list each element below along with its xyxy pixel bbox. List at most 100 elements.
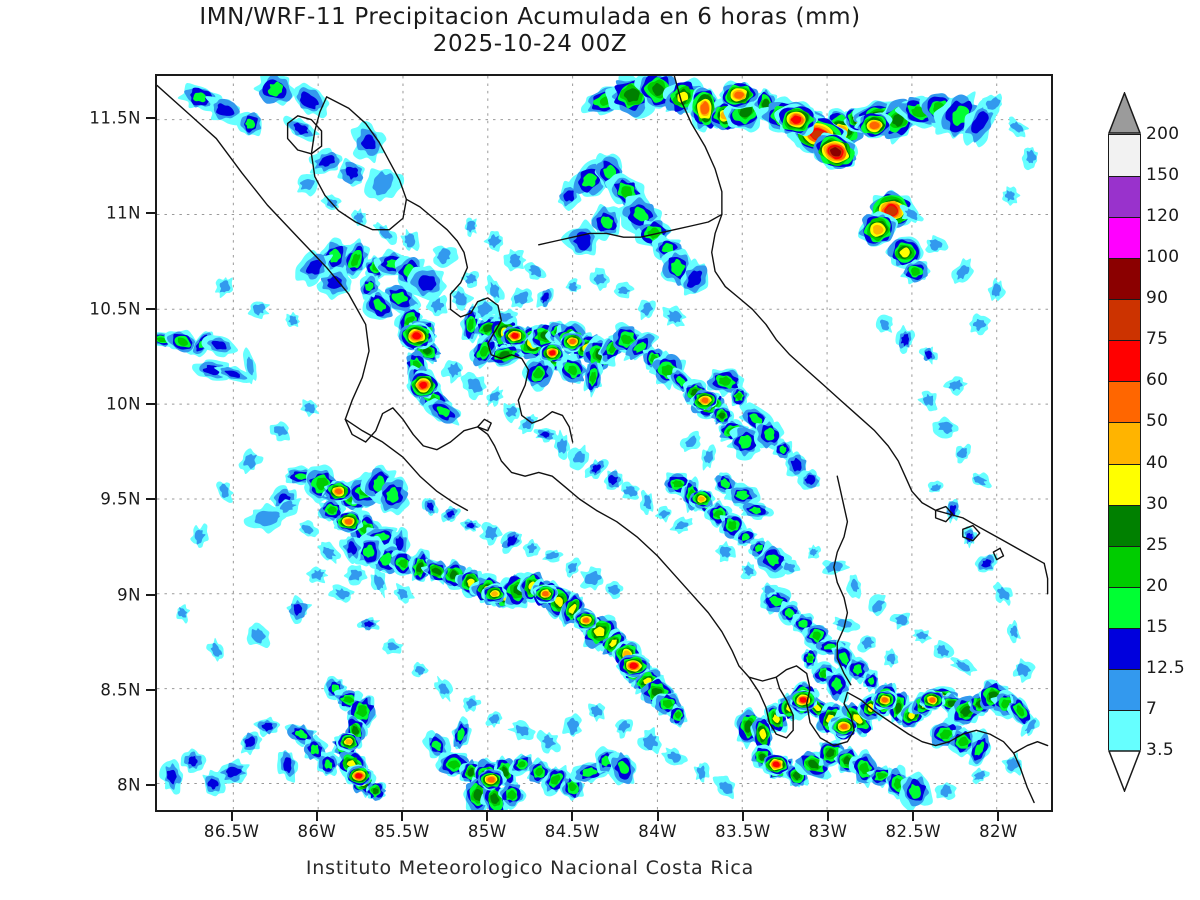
precip-contour-band — [930, 483, 941, 492]
precip-contour-band — [652, 83, 665, 96]
precip-contour-band — [734, 91, 744, 99]
precip-contour-band — [895, 702, 902, 714]
precip-contour-band — [467, 767, 474, 777]
colorbar-band[interactable] — [1109, 381, 1140, 423]
precip-contour-band — [351, 253, 361, 267]
colorbar-band[interactable] — [1109, 709, 1140, 751]
precip-contour-band — [876, 772, 887, 780]
precip-contour-band — [568, 603, 577, 614]
precip-contour-band — [956, 265, 970, 280]
colorbar-band[interactable] — [1109, 586, 1140, 628]
colorbar-band[interactable] — [1109, 340, 1140, 382]
y-axis-tick-mark — [146, 688, 155, 691]
precip-contour-band — [351, 725, 360, 735]
precip-contour-band — [804, 474, 816, 485]
colorbar-band[interactable] — [1109, 135, 1140, 177]
precip-contour-band — [532, 367, 544, 379]
precip-contour-band — [528, 265, 542, 278]
x-axis-tick-mark — [315, 812, 318, 821]
precip-contour-band — [608, 475, 618, 486]
x-axis-tick-label: 84.5W — [544, 822, 601, 841]
precip-contour-band — [792, 772, 801, 781]
precip-contour-band — [642, 733, 658, 751]
precip-contour-band — [347, 541, 358, 555]
y-axis-tick-mark — [146, 402, 155, 405]
precip-contour-band — [545, 551, 559, 560]
precip-contour-band — [466, 698, 477, 709]
colorbar-band[interactable] — [1109, 545, 1140, 587]
precip-contour-band — [365, 281, 374, 292]
precip-contour-band — [404, 233, 416, 248]
precip-contour-band — [893, 778, 903, 790]
precip-contour-band — [224, 370, 241, 378]
precip-contour-band — [755, 544, 763, 553]
y-axis-tick-label: 8N — [117, 775, 141, 795]
coastline-path — [157, 84, 1035, 804]
colorbar-band[interactable] — [1109, 176, 1140, 218]
y-axis-tick-label: 10N — [106, 394, 141, 414]
precip-contour-band — [251, 628, 266, 644]
precip-contour-band — [922, 393, 934, 406]
colorbar-bands[interactable] — [1108, 134, 1141, 751]
precip-contour-band — [719, 376, 732, 386]
precip-contour-band — [295, 729, 308, 739]
precip-contour-band — [467, 318, 474, 332]
precip-contour-band — [207, 778, 219, 790]
precip-contour-band — [735, 490, 750, 501]
precip-contour-band — [487, 777, 495, 783]
colorbar-band[interactable] — [1109, 217, 1140, 259]
precip-contour-band — [895, 614, 908, 626]
precip-contour-band — [299, 178, 315, 190]
precip-contour-band — [600, 216, 614, 229]
precip-contour-band — [305, 259, 323, 275]
colorbar-tick-label: 50 — [1146, 411, 1169, 432]
precip-contour-band — [948, 379, 963, 391]
coastline-path — [537, 213, 723, 246]
title-block: IMN/WRF-11 Precipitacion Acumulada en 6 … — [0, 4, 1060, 58]
colorbar-band[interactable] — [1109, 504, 1140, 546]
precip-contour-band — [541, 292, 549, 304]
x-axis-tick-label: 85W — [467, 822, 507, 841]
precip-contour-band — [997, 586, 1010, 600]
y-axis-tick-label: 9.5N — [100, 489, 141, 509]
precip-contour-band — [567, 562, 577, 574]
precip-contour-band — [219, 483, 229, 498]
precip-contour-band — [193, 92, 206, 103]
precip-contour-band — [674, 711, 682, 719]
precip-contour-band — [324, 759, 333, 770]
precip-contour-band — [872, 600, 886, 613]
colorbar-band[interactable] — [1109, 258, 1140, 300]
precip-contour-band — [335, 588, 350, 600]
colorbar-tick-label: 40 — [1146, 452, 1169, 473]
coastline-path — [1012, 740, 1049, 754]
map-plot-area[interactable] — [155, 74, 1053, 812]
precip-contour-band — [322, 546, 336, 560]
x-axis-tick-mark — [656, 812, 659, 821]
precip-contour-band — [718, 412, 726, 419]
precip-contour-band — [955, 659, 971, 672]
precip-contour-band — [607, 584, 620, 595]
precip-contour-band — [850, 578, 860, 592]
x-axis-tick-mark — [486, 812, 489, 821]
precip-contour-band — [509, 253, 521, 268]
precip-contour-band — [759, 728, 767, 740]
colorbar-band[interactable] — [1109, 463, 1140, 505]
precip-contour-band — [446, 510, 455, 518]
precip-contour-band — [981, 559, 992, 568]
precip-contour-band — [671, 480, 684, 488]
precip-contour-band — [490, 281, 500, 298]
colorbar-tick-label: 12.5 — [1146, 657, 1186, 678]
y-axis-tick-label: 11.5N — [89, 108, 141, 128]
colorbar-band[interactable] — [1109, 627, 1140, 669]
precip-contour-band — [701, 397, 709, 404]
precip-contour-band — [991, 283, 1002, 297]
colorbar-band[interactable] — [1109, 422, 1140, 464]
precip-contour-band — [859, 762, 870, 775]
precip-contour-band — [517, 761, 526, 768]
colorbar-band[interactable] — [1109, 299, 1140, 341]
precip-contour-band — [431, 740, 442, 751]
precip-contour-band — [727, 521, 737, 531]
colorbar[interactable]: 200 150 120 100 90 75 60 50 40 30 25 20 15 12.5 7 3.5 — [1108, 92, 1185, 792]
coastline-path — [1043, 562, 1049, 595]
colorbar-band[interactable] — [1109, 668, 1140, 710]
